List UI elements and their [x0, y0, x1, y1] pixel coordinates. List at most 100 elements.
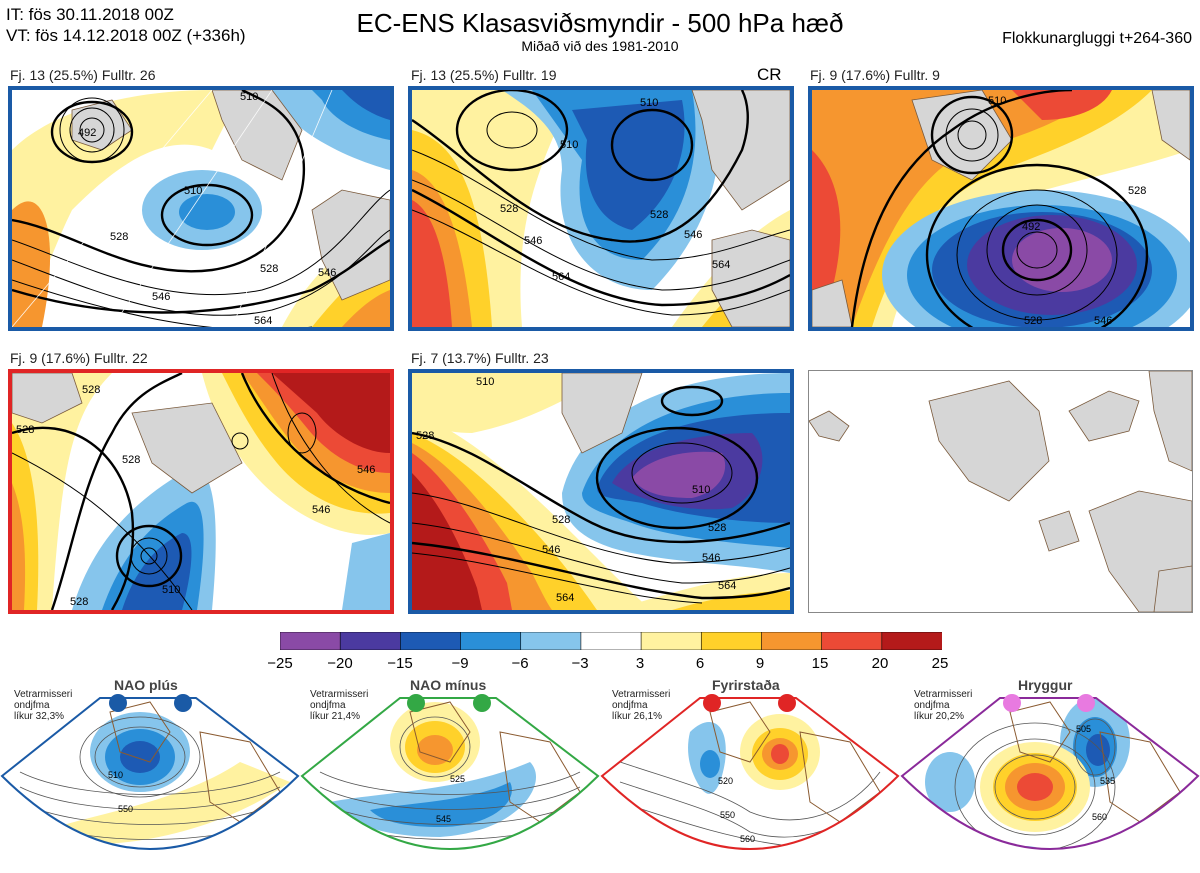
panel-2-contour-label: 564	[712, 259, 730, 271]
panel-1-label: Fj. 13 (25.5%) Fulltr. 26	[10, 67, 156, 83]
regime-1-dot	[109, 694, 127, 712]
regime-2-graphic: 525 545 565	[300, 694, 600, 860]
map-panel-2-graphic: 510 510 528 528 546 546 564 564	[412, 90, 790, 327]
panel-1-contour-label: 528	[260, 263, 278, 275]
colorbar-segment	[400, 631, 462, 651]
regime-1-dot	[174, 694, 192, 712]
colorbar-tick: −25	[267, 655, 293, 672]
panel-3-contour-label: 528	[1128, 185, 1146, 197]
panel-5-contour-label: 564	[556, 592, 574, 604]
colorbar-segment	[881, 631, 943, 651]
regime-1-freq-line: ondjfma	[14, 700, 50, 711]
map-panel-1-graphic: 492 510 510 528 528 546 546 564	[12, 90, 390, 327]
regime-3-contour-label: 560	[740, 834, 755, 844]
regime-1-graphic: 510 550	[0, 694, 300, 850]
panel-3-label: Fj. 9 (17.6%) Fulltr. 9	[810, 67, 940, 83]
page-title: EC-ENS Klasasviðsmyndir - 500 hPa hæð	[356, 8, 844, 38]
regime-2-contour-label: 565	[446, 850, 461, 860]
regime-2-frequency: Vetrarmisseri ondjfma líkur 21,4%	[310, 689, 368, 722]
panel-2-contour-label: 564	[552, 271, 570, 283]
panel-5-label: Fj. 7 (13.7%) Fulltr. 23	[411, 350, 549, 366]
colorbar	[279, 631, 943, 651]
regime-4-contour-label: 535	[1100, 776, 1115, 786]
regime-4-dot	[1003, 694, 1021, 712]
page-subtitle: Miðað við des 1981-2010	[521, 38, 679, 54]
regime-2-name: NAO mínus	[410, 677, 487, 693]
panel-3-contour-label: 546	[1094, 315, 1112, 327]
regime-1-freq-line: Vetrarmisseri	[14, 689, 73, 700]
map-panel-4-graphic: 528 528 528 546 546 510 528	[12, 373, 390, 610]
regime-4-graphic: 505 535 560	[900, 694, 1200, 850]
regime-1-name: NAO plús	[114, 677, 178, 693]
panel-5-contour-label: 528	[416, 430, 434, 442]
panel-5-contour-label: 510	[692, 484, 710, 496]
regime-3-freq-line: ondjfma	[612, 700, 648, 711]
regime-3-contour-label: 520	[718, 776, 733, 786]
map-panel-1[interactable]: 492 510 510 528 528 546 546 564	[8, 86, 394, 331]
colorbar-tick: −20	[327, 655, 353, 672]
regime-1-contour-label: 550	[118, 804, 133, 814]
panel-5-contour-label: 546	[542, 544, 560, 556]
panel-4-contour-label: 546	[357, 464, 375, 476]
colorbar-segment	[339, 631, 402, 651]
colorbar-tick: 6	[695, 655, 705, 672]
panel-1-contour-label: 546	[152, 291, 170, 303]
panel-1-contour-label: 564	[254, 315, 272, 327]
colorbar-segment	[700, 631, 763, 651]
panel-2-contour-label: 546	[524, 235, 542, 247]
classification-window: Flokkunargluggi t+264-360	[1002, 30, 1192, 47]
regime-3-dot	[703, 694, 721, 712]
map-panel-5[interactable]: 510 528 510 528 528 546 546 564 564	[408, 369, 794, 614]
panel-5-contour-label: 528	[708, 522, 726, 534]
regime-3-name: Fyrirstaða	[712, 677, 780, 693]
regime-3-map[interactable]: 520 550 560	[600, 692, 900, 868]
panel-2-contour-label: 510	[640, 97, 658, 109]
colorbar-tick: 3	[635, 655, 645, 672]
regime-4-freq-line: Vetrarmisseri	[914, 689, 973, 700]
colorbar-segment	[640, 631, 703, 651]
regime-4-frequency: Vetrarmisseri ondjfma líkur 20,2%	[914, 689, 972, 722]
panel-1-contour-label: 492	[78, 127, 96, 139]
regime-3-dot	[778, 694, 796, 712]
map-panel-4[interactable]: 528 528 528 546 546 510 528	[8, 369, 394, 614]
regime-4-freq-line: ondjfma	[914, 700, 950, 711]
panel-2-label: Fj. 13 (25.5%) Fulltr. 19	[411, 67, 557, 83]
panel-4-contour-label: 528	[122, 454, 140, 466]
panel-3-contour-label: 492	[1022, 221, 1040, 233]
colorbar-tick: 25	[931, 655, 949, 672]
map-panel-3[interactable]: 492 510 528 528 546	[808, 86, 1194, 331]
regime-1-freq-line: líkur 32,3%	[14, 711, 65, 722]
regime-4-map[interactable]: 505 535 560	[900, 692, 1200, 868]
colorbar-tick: −6	[511, 655, 529, 672]
colorbar-tick: −3	[571, 655, 589, 672]
map-panel-2[interactable]: 510 510 528 528 546 546 564 564	[408, 86, 794, 331]
panel-5-contour-label: 528	[552, 514, 570, 526]
base-map-panel[interactable]	[808, 370, 1193, 613]
colorbar-tick: −15	[387, 655, 413, 672]
regime-3-freq-line: líkur 26,1%	[612, 711, 663, 722]
panel-2-contour-label: 528	[650, 209, 668, 221]
panel-2-contour-label: 528	[500, 203, 518, 215]
panel-2-contour-label: 510	[560, 139, 578, 151]
regime-3-freq-line: Vetrarmisseri	[612, 689, 671, 700]
panel-2-contour-label: 546	[684, 229, 702, 241]
regime-1-map[interactable]: 510 550	[0, 692, 300, 868]
base-map-graphic	[809, 371, 1192, 612]
panel-4-contour-label: 546	[312, 504, 330, 516]
regime-2-map[interactable]: 525 545 565	[300, 692, 600, 868]
regime-2-dot	[407, 694, 425, 712]
panel-3-contour-label: 528	[1024, 315, 1042, 327]
colorbar-segment	[279, 631, 341, 651]
regime-2-freq-line: líkur 21,4%	[310, 711, 361, 722]
colorbar-tick: −9	[451, 655, 469, 672]
header-info: IT: fös 30.11.2018 00Z VT: fös 14.12.201…	[6, 4, 246, 46]
regime-3-frequency: Vetrarmisseri ondjfma líkur 26,1%	[612, 689, 670, 722]
initial-time: IT: fös 30.11.2018 00Z	[6, 5, 174, 24]
panel-1-contour-label: 528	[110, 231, 128, 243]
regime-2-contour-label: 525	[450, 774, 465, 784]
panel-5-contour-label: 546	[702, 552, 720, 564]
valid-time: VT: fös 14.12.2018 00Z (+336h)	[6, 26, 246, 45]
panel-1-contour-label: 546	[318, 267, 336, 279]
colorbar-segment	[580, 631, 642, 651]
panel-1-contour-label: 510	[184, 185, 202, 197]
